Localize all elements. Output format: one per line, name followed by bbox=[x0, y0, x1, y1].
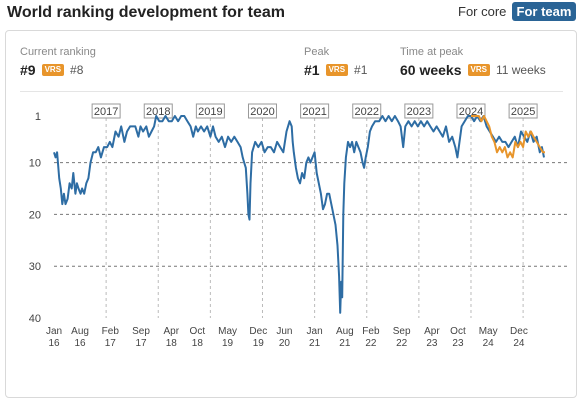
vrs-badge: VRS bbox=[41, 64, 65, 76]
year-marker-label: 2019 bbox=[198, 106, 222, 118]
x-tick-sublabel: 21 bbox=[309, 338, 321, 349]
y-tick-label: 30 bbox=[29, 261, 41, 273]
x-tick-label: Jan bbox=[307, 326, 323, 337]
current-ranking-label: Current ranking bbox=[20, 46, 96, 58]
x-tick-sublabel: 16 bbox=[74, 338, 86, 349]
x-tick-sublabel: 22 bbox=[396, 338, 408, 349]
x-tick-label: May bbox=[218, 326, 237, 337]
year-marker-box bbox=[300, 103, 330, 119]
for-team-toggle[interactable]: For team bbox=[512, 2, 576, 21]
x-tick-label: Sep bbox=[393, 326, 411, 337]
x-tick-sublabel: 23 bbox=[452, 338, 464, 349]
y-tick-label: 40 bbox=[29, 313, 41, 325]
y-tick-label: 20 bbox=[29, 209, 41, 221]
x-tick-label: Feb bbox=[362, 326, 380, 337]
vrs-series-line bbox=[471, 115, 545, 159]
year-marker-label: 2018 bbox=[146, 106, 170, 118]
x-tick-label: Jun bbox=[276, 326, 292, 337]
team-series-line bbox=[53, 115, 545, 314]
x-tick-sublabel: 21 bbox=[339, 338, 351, 349]
x-tick-sublabel: 18 bbox=[166, 338, 178, 349]
x-tick-sublabel: 24 bbox=[513, 338, 525, 349]
year-marker-box bbox=[508, 103, 538, 119]
x-tick-sublabel: 19 bbox=[222, 338, 234, 349]
vrs-badge: VRS bbox=[325, 64, 349, 76]
vrs-badge: VRS bbox=[467, 64, 490, 76]
chart-title: World ranking development for team bbox=[7, 4, 285, 21]
stats-divider bbox=[20, 91, 563, 92]
peak-vrs-value: #1 bbox=[354, 63, 368, 77]
x-tick-label: Aug bbox=[336, 326, 354, 337]
x-tick-label: Apr bbox=[163, 326, 179, 337]
for-core-toggle[interactable]: For core bbox=[458, 4, 507, 19]
time-at-peak-vrs-value: 11 weeks bbox=[495, 63, 546, 77]
year-marker-box bbox=[456, 103, 486, 119]
x-tick-label: Feb bbox=[102, 326, 120, 337]
x-tick-sublabel: 22 bbox=[365, 338, 377, 349]
x-tick-label: Oct bbox=[450, 326, 466, 337]
year-marker-label: 2021 bbox=[302, 106, 326, 118]
x-tick-sublabel: 20 bbox=[279, 338, 291, 349]
year-marker-label: 2025 bbox=[511, 106, 535, 118]
year-marker-box bbox=[352, 103, 382, 119]
current-ranking-value: #9 bbox=[20, 62, 36, 78]
year-marker-box bbox=[247, 103, 277, 119]
year-marker-box bbox=[91, 103, 121, 119]
time-at-peak-label: Time at peak bbox=[400, 46, 464, 58]
x-tick-label: May bbox=[479, 326, 498, 337]
year-marker-label: 2020 bbox=[250, 106, 274, 118]
x-tick-label: Sep bbox=[132, 326, 150, 337]
x-tick-sublabel: 19 bbox=[253, 338, 265, 349]
ranking-card: Current ranking #9 VRS #8 Peak #1 VRS #1… bbox=[5, 30, 577, 398]
time-at-peak-stat: Time at peak 60 weeks VRS 11 weeks bbox=[400, 46, 546, 78]
year-marker-label: 2017 bbox=[94, 106, 118, 118]
year-marker-box bbox=[195, 103, 225, 119]
year-marker-label: 2023 bbox=[407, 106, 431, 118]
x-tick-sublabel: 17 bbox=[105, 338, 117, 349]
x-tick-sublabel: 18 bbox=[192, 338, 204, 349]
x-tick-sublabel: 16 bbox=[48, 338, 60, 349]
y-tick-label: 10 bbox=[29, 158, 41, 170]
x-tick-sublabel: 24 bbox=[483, 338, 495, 349]
year-marker-label: 2022 bbox=[354, 106, 378, 118]
x-tick-sublabel: 17 bbox=[135, 338, 147, 349]
x-tick-label: Oct bbox=[190, 326, 206, 337]
x-tick-label: Dec bbox=[249, 326, 267, 337]
time-at-peak-value: 60 weeks bbox=[400, 62, 462, 78]
year-marker-box bbox=[404, 103, 434, 119]
current-ranking-stat: Current ranking #9 VRS #8 bbox=[20, 46, 96, 78]
x-tick-sublabel: 23 bbox=[426, 338, 438, 349]
x-tick-label: Jan bbox=[46, 326, 62, 337]
peak-stat: Peak #1 VRS #1 bbox=[304, 46, 367, 78]
y-tick-label: 1 bbox=[35, 111, 41, 123]
x-tick-label: Dec bbox=[510, 326, 528, 337]
current-ranking-vrs-value: #8 bbox=[70, 63, 84, 77]
peak-label: Peak bbox=[304, 46, 330, 58]
x-tick-label: Aug bbox=[71, 326, 89, 337]
x-tick-label: Apr bbox=[424, 326, 440, 337]
peak-value: #1 bbox=[304, 62, 320, 78]
